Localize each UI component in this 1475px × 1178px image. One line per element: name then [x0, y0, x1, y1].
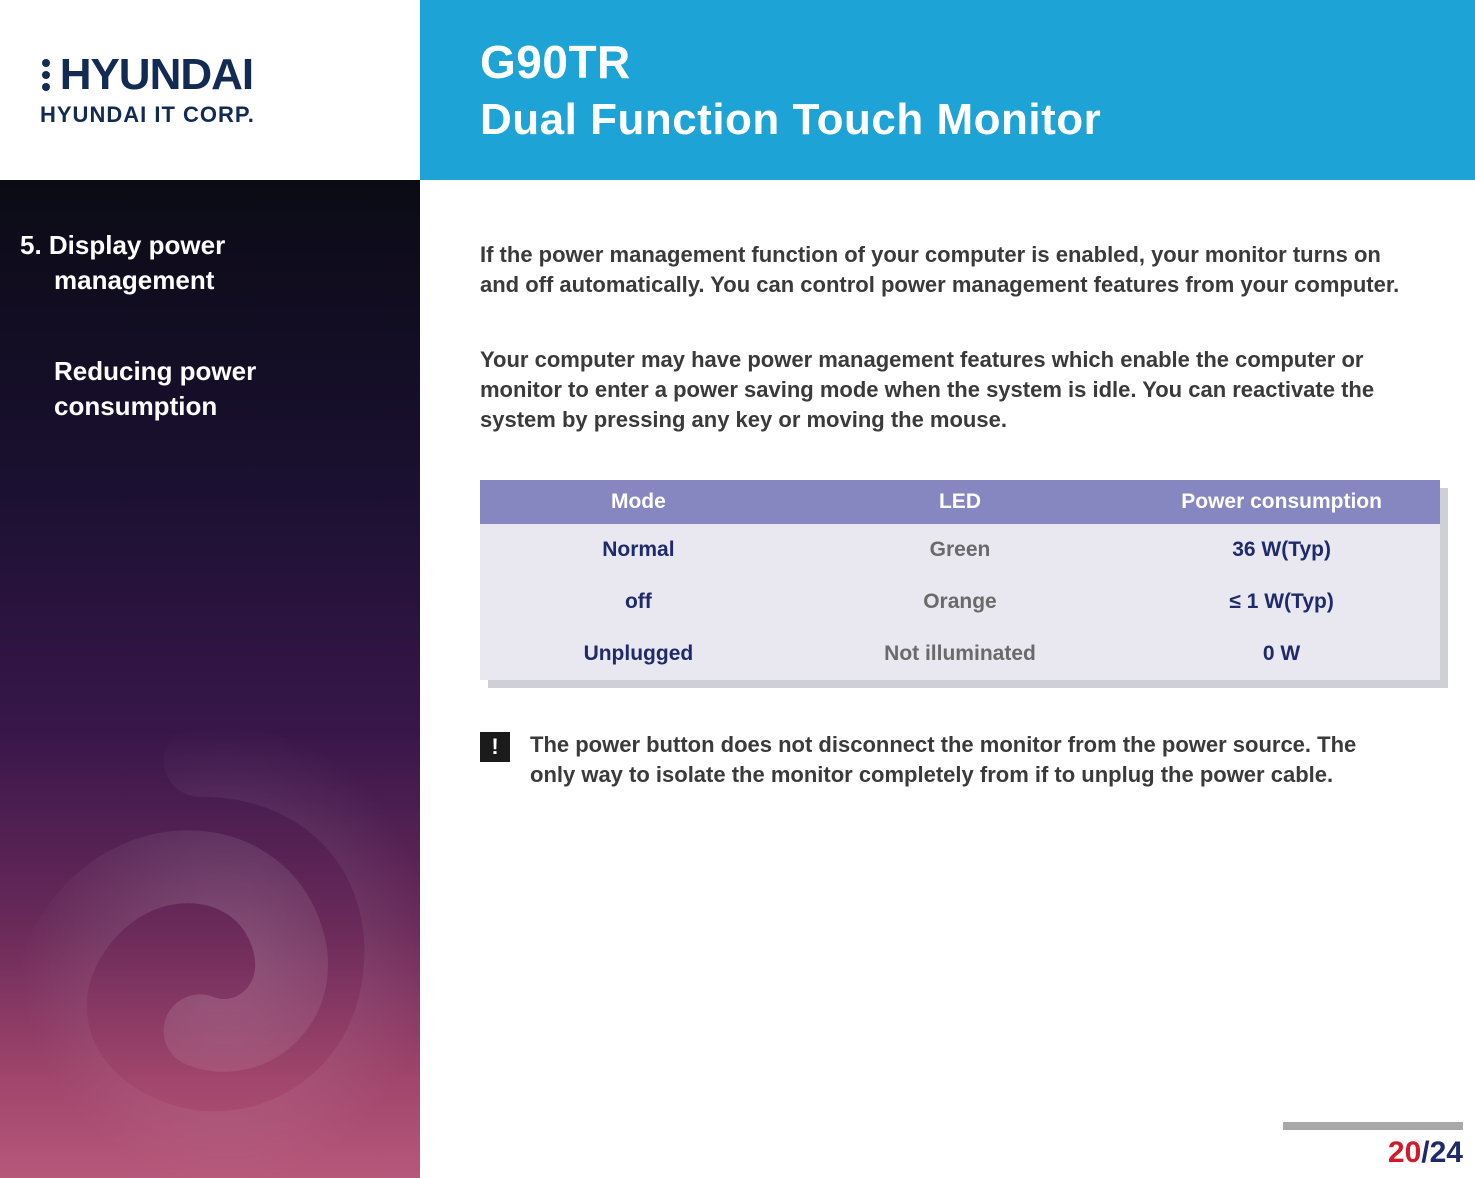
brand-word: HYUNDAI: [60, 50, 253, 100]
warning-icon: !: [480, 732, 510, 762]
brand-logo: HYUNDAI HYUNDAI IT CORP.: [40, 50, 255, 128]
cell-mode: Normal: [480, 524, 797, 576]
table-row: Unplugged Not illuminated 0 W: [480, 628, 1440, 680]
page-root: HYUNDAI HYUNDAI IT CORP. G90TR Dual Func…: [0, 0, 1475, 1178]
sidebar-swirl-icon: [0, 698, 420, 1178]
sidebar-section-line2: management: [54, 265, 390, 296]
page-current: 20: [1388, 1136, 1421, 1169]
cell-led: Not illuminated: [797, 628, 1123, 680]
table-row: Normal Green 36 W(Typ): [480, 524, 1440, 576]
cell-power: 36 W(Typ): [1123, 524, 1440, 576]
brand-subtext: HYUNDAI IT CORP.: [40, 102, 255, 128]
model-subtitle: Dual Function Touch Monitor: [480, 95, 1475, 145]
cell-led: Orange: [797, 576, 1123, 628]
paragraph-1: If the power management function of your…: [480, 240, 1405, 299]
cell-power: ≤ 1 W(Typ): [1123, 576, 1440, 628]
model-code: G90TR: [480, 35, 1475, 89]
power-table: Mode LED Power consumption Normal Green …: [480, 480, 1440, 680]
page-number: 20/24: [1388, 1136, 1463, 1170]
header-banner: G90TR Dual Function Touch Monitor: [420, 0, 1475, 180]
cell-mode: off: [480, 576, 797, 628]
header-left: HYUNDAI HYUNDAI IT CORP.: [0, 0, 420, 180]
warning-text: The power button does not disconnect the…: [530, 730, 1405, 789]
table-row: off Orange ≤ 1 W(Typ): [480, 576, 1440, 628]
warning-block: ! The power button does not disconnect t…: [480, 730, 1405, 789]
sidebar-subsection-line1: Reducing power: [54, 356, 390, 387]
page-footer: 20/24: [1283, 1122, 1463, 1170]
th-power: Power consumption: [1123, 480, 1440, 524]
footer-line-icon: [1283, 1122, 1463, 1130]
brand-logo-row: HYUNDAI: [42, 50, 253, 100]
sidebar-section-line1: 5. Display power: [20, 230, 390, 261]
page-total: 24: [1430, 1136, 1463, 1169]
page-sep: /: [1421, 1136, 1429, 1169]
cell-mode: Unplugged: [480, 628, 797, 680]
th-mode: Mode: [480, 480, 797, 524]
cell-led: Green: [797, 524, 1123, 576]
th-led: LED: [797, 480, 1123, 524]
sidebar: 5. Display power management Reducing pow…: [0, 180, 420, 1178]
sidebar-subsection-line2: consumption: [54, 391, 390, 422]
cell-power: 0 W: [1123, 628, 1440, 680]
paragraph-2: Your computer may have power management …: [480, 345, 1405, 434]
table-header-row: Mode LED Power consumption: [480, 480, 1440, 524]
brand-dots-icon: [42, 59, 50, 91]
main-content: If the power management function of your…: [420, 180, 1475, 1178]
power-table-wrapper: Mode LED Power consumption Normal Green …: [480, 480, 1440, 680]
